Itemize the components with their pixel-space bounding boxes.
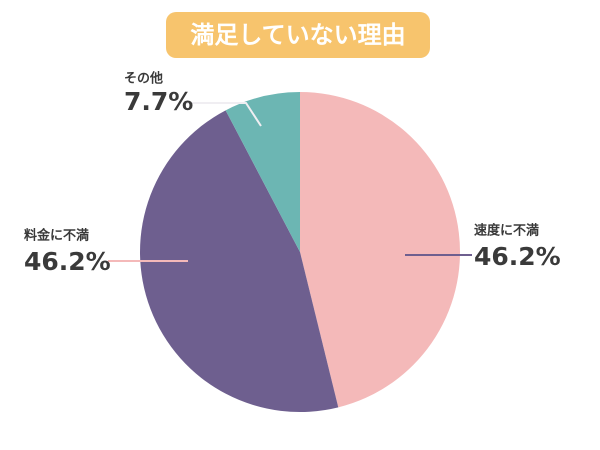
pie-slice [225,92,300,252]
title-box [166,12,430,58]
pie-slice [300,92,460,408]
value-label: 7.7% [124,87,193,116]
leader-line [186,102,262,127]
slice-name: その他 [124,71,163,87]
slice-name: 速度に不満 [474,223,539,239]
chart-title: 満足していない理由 [190,21,405,49]
value-label: 46.2% [24,247,111,276]
slice-name: 料金に不満 [24,228,89,244]
pie-slice [139,110,339,413]
value-label: 46.2% [474,242,561,271]
